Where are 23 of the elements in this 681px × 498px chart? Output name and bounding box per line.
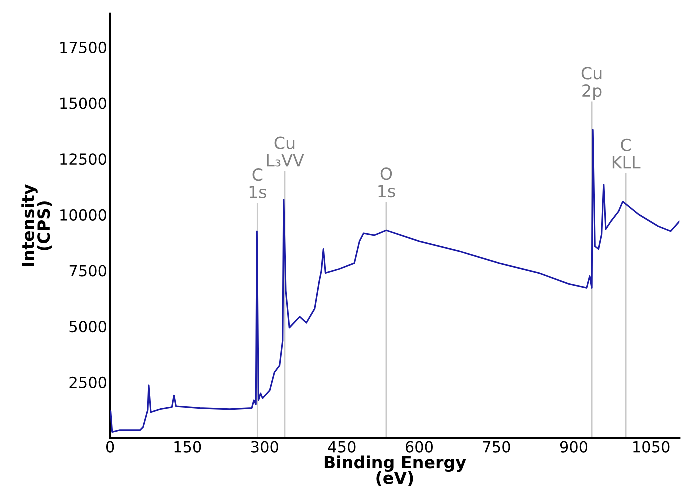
ref-line-label: O 1s bbox=[378, 168, 396, 198]
x-tick-label: 900 bbox=[560, 441, 588, 453]
x-tick-label: 450 bbox=[328, 441, 356, 453]
x-tick-label: 300 bbox=[251, 441, 278, 453]
line-series bbox=[110, 129, 680, 433]
x-tick-label: 750 bbox=[483, 441, 510, 453]
ref-line-label: C 1s bbox=[250, 168, 267, 199]
y-tick-label: 7500 bbox=[70, 265, 107, 277]
y-tick-label: 10000 bbox=[60, 209, 107, 221]
y-tick-label: 2500 bbox=[70, 376, 107, 388]
x-tick-label: 1050 bbox=[634, 441, 670, 453]
y-tick-label: 15000 bbox=[60, 98, 107, 110]
ref-line-label: C KLL bbox=[612, 138, 641, 169]
x-tick-label: 600 bbox=[406, 441, 434, 453]
ref-line-label: Cu L₃VV bbox=[267, 136, 304, 167]
y-axis-title: Intensity (CPS) bbox=[22, 184, 52, 266]
x-tick-label: 150 bbox=[174, 441, 202, 453]
y-tick-label: 5000 bbox=[70, 321, 107, 333]
x-tick-label: 0 bbox=[106, 441, 114, 453]
y-tick-label: 17500 bbox=[60, 42, 107, 54]
ref-line-label: Cu 2p bbox=[582, 67, 602, 100]
y-tick-label: 12500 bbox=[60, 154, 107, 166]
x-axis-title: Binding Energy (eV) bbox=[324, 456, 466, 486]
